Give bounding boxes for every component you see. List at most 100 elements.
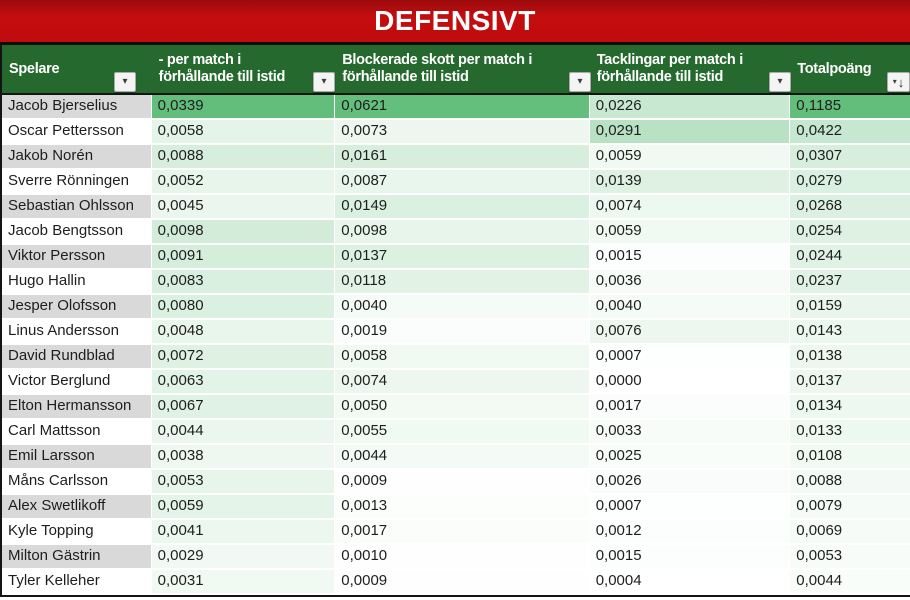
stat-cell[interactable]: 0,0041 bbox=[151, 520, 336, 545]
stat-cell[interactable]: 0,0108 bbox=[790, 445, 910, 470]
stat-cell[interactable]: 0,0000 bbox=[589, 370, 791, 395]
stat-cell[interactable]: 0,0072 bbox=[151, 345, 336, 370]
stat-cell[interactable]: 0,0058 bbox=[335, 345, 590, 370]
stat-cell[interactable]: 0,0073 bbox=[335, 120, 590, 145]
stat-cell[interactable]: 0,0083 bbox=[151, 270, 336, 295]
player-name-cell[interactable]: Carl Mattsson bbox=[2, 420, 152, 445]
stat-cell[interactable]: 0,0031 bbox=[151, 570, 336, 595]
stat-cell[interactable]: 0,0059 bbox=[151, 495, 336, 520]
stat-cell[interactable]: 0,0044 bbox=[335, 445, 590, 470]
stat-cell[interactable]: 0,0621 bbox=[335, 95, 590, 120]
stat-cell[interactable]: 0,0013 bbox=[335, 495, 590, 520]
stat-cell[interactable]: 0,0055 bbox=[335, 420, 590, 445]
stat-cell[interactable]: 0,0422 bbox=[790, 120, 910, 145]
stat-cell[interactable]: 0,0026 bbox=[589, 470, 791, 495]
stat-cell[interactable]: 0,0080 bbox=[151, 295, 336, 320]
stat-cell[interactable]: 0,0045 bbox=[151, 195, 336, 220]
player-name-cell[interactable]: Linus Andersson bbox=[2, 320, 152, 345]
stat-cell[interactable]: 0,0244 bbox=[790, 245, 910, 270]
stat-cell[interactable]: 0,1185 bbox=[790, 95, 910, 120]
stat-cell[interactable]: 0,0052 bbox=[151, 170, 336, 195]
stat-cell[interactable]: 0,0038 bbox=[151, 445, 336, 470]
stat-cell[interactable]: 0,0059 bbox=[589, 220, 791, 245]
stat-cell[interactable]: 0,0053 bbox=[790, 545, 910, 570]
stat-cell[interactable]: 0,0009 bbox=[335, 470, 590, 495]
stat-cell[interactable]: 0,0017 bbox=[335, 520, 590, 545]
stat-cell[interactable]: 0,0161 bbox=[335, 145, 590, 170]
stat-cell[interactable]: 0,0087 bbox=[335, 170, 590, 195]
stat-cell[interactable]: 0,0036 bbox=[589, 270, 791, 295]
player-name-cell[interactable]: Kyle Topping bbox=[2, 520, 152, 545]
stat-cell[interactable]: 0,0149 bbox=[335, 195, 590, 220]
player-name-cell[interactable]: Måns Carlsson bbox=[2, 470, 152, 495]
stat-cell[interactable]: 0,0143 bbox=[790, 320, 910, 345]
stat-cell[interactable]: 0,0139 bbox=[589, 170, 791, 195]
stat-cell[interactable]: 0,0134 bbox=[790, 395, 910, 420]
stat-cell[interactable]: 0,0254 bbox=[790, 220, 910, 245]
stat-cell[interactable]: 0,0226 bbox=[589, 95, 791, 120]
player-name-cell[interactable]: Sebastian Ohlsson bbox=[2, 195, 152, 220]
stat-cell[interactable]: 0,0268 bbox=[790, 195, 910, 220]
stat-cell[interactable]: 0,0091 bbox=[151, 245, 336, 270]
filter-button-blockerade-skott[interactable]: ▾ bbox=[569, 72, 591, 92]
stat-cell[interactable]: 0,0040 bbox=[589, 295, 791, 320]
stat-cell[interactable]: 0,0048 bbox=[151, 320, 336, 345]
player-name-cell[interactable]: Victor Berglund bbox=[2, 370, 152, 395]
stat-cell[interactable]: 0,0237 bbox=[790, 270, 910, 295]
stat-cell[interactable]: 0,0029 bbox=[151, 545, 336, 570]
stat-cell[interactable]: 0,0053 bbox=[151, 470, 336, 495]
player-name-cell[interactable]: Jacob Bengtsson bbox=[2, 220, 152, 245]
stat-cell[interactable]: 0,0279 bbox=[790, 170, 910, 195]
player-name-cell[interactable]: Emil Larsson bbox=[2, 445, 152, 470]
player-name-cell[interactable]: Viktor Persson bbox=[2, 245, 152, 270]
stat-cell[interactable]: 0,0079 bbox=[790, 495, 910, 520]
stat-cell[interactable]: 0,0138 bbox=[790, 345, 910, 370]
player-name-cell[interactable]: Oscar Pettersson bbox=[2, 120, 152, 145]
stat-cell[interactable]: 0,0098 bbox=[335, 220, 590, 245]
stat-cell[interactable]: 0,0009 bbox=[335, 570, 590, 595]
stat-cell[interactable]: 0,0307 bbox=[790, 145, 910, 170]
player-name-cell[interactable]: Sverre Rönningen bbox=[2, 170, 152, 195]
stat-cell[interactable]: 0,0088 bbox=[790, 470, 910, 495]
stat-cell[interactable]: 0,0007 bbox=[589, 345, 791, 370]
stat-cell[interactable]: 0,0017 bbox=[589, 395, 791, 420]
stat-cell[interactable]: 0,0025 bbox=[589, 445, 791, 470]
player-name-cell[interactable]: David Rundblad bbox=[2, 345, 152, 370]
stat-cell[interactable]: 0,0339 bbox=[151, 95, 336, 120]
stat-cell[interactable]: 0,0291 bbox=[589, 120, 791, 145]
player-name-cell[interactable]: Jacob Bjerselius bbox=[2, 95, 152, 120]
stat-cell[interactable]: 0,0004 bbox=[589, 570, 791, 595]
stat-cell[interactable]: 0,0007 bbox=[589, 495, 791, 520]
filter-sort-button-totalpoang[interactable]: ▾ ↓ bbox=[887, 72, 910, 92]
stat-cell[interactable]: 0,0010 bbox=[335, 545, 590, 570]
filter-button-spelare[interactable]: ▾ bbox=[114, 72, 136, 92]
player-name-cell[interactable]: Tyler Kelleher bbox=[2, 570, 152, 595]
stat-cell[interactable]: 0,0044 bbox=[151, 420, 336, 445]
player-name-cell[interactable]: Elton Hermansson bbox=[2, 395, 152, 420]
player-name-cell[interactable]: Alex Swetlikoff bbox=[2, 495, 152, 520]
stat-cell[interactable]: 0,0067 bbox=[151, 395, 336, 420]
stat-cell[interactable]: 0,0076 bbox=[589, 320, 791, 345]
filter-button-per-match[interactable]: ▾ bbox=[313, 72, 335, 92]
stat-cell[interactable]: 0,0040 bbox=[335, 295, 590, 320]
stat-cell[interactable]: 0,0019 bbox=[335, 320, 590, 345]
stat-cell[interactable]: 0,0058 bbox=[151, 120, 336, 145]
stat-cell[interactable]: 0,0044 bbox=[790, 570, 910, 595]
stat-cell[interactable]: 0,0137 bbox=[790, 370, 910, 395]
stat-cell[interactable]: 0,0063 bbox=[151, 370, 336, 395]
stat-cell[interactable]: 0,0059 bbox=[589, 145, 791, 170]
filter-button-tacklingar[interactable]: ▾ bbox=[769, 72, 791, 92]
player-name-cell[interactable]: Jesper Olofsson bbox=[2, 295, 152, 320]
stat-cell[interactable]: 0,0012 bbox=[589, 520, 791, 545]
player-name-cell[interactable]: Hugo Hallin bbox=[2, 270, 152, 295]
stat-cell[interactable]: 0,0137 bbox=[335, 245, 590, 270]
player-name-cell[interactable]: Milton Gästrin bbox=[2, 545, 152, 570]
stat-cell[interactable]: 0,0074 bbox=[589, 195, 791, 220]
stat-cell[interactable]: 0,0069 bbox=[790, 520, 910, 545]
player-name-cell[interactable]: Jakob Norén bbox=[2, 145, 152, 170]
stat-cell[interactable]: 0,0098 bbox=[151, 220, 336, 245]
stat-cell[interactable]: 0,0033 bbox=[589, 420, 791, 445]
stat-cell[interactable]: 0,0015 bbox=[589, 545, 791, 570]
stat-cell[interactable]: 0,0088 bbox=[151, 145, 336, 170]
stat-cell[interactable]: 0,0118 bbox=[335, 270, 590, 295]
